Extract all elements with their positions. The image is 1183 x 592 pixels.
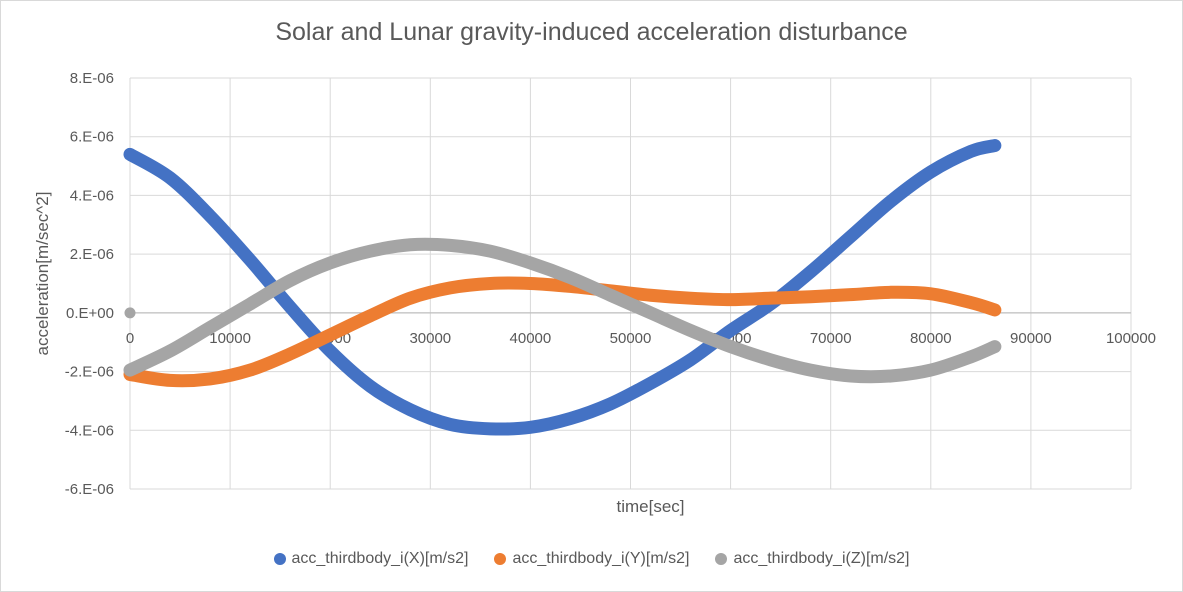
x-tick-label: 10000	[209, 330, 251, 347]
series-line-2	[123, 237, 1002, 384]
x-tick-label: 50000	[610, 330, 652, 347]
y-tick-label: 6.E-06	[70, 129, 114, 146]
x-tick-label: 0	[126, 330, 134, 347]
legend: acc_thirdbody_i(X)[m/s2] acc_thirdbody_i…	[0, 550, 1183, 568]
legend-label-x: acc_thirdbody_i(X)[m/s2]	[291, 550, 469, 567]
y-axis-title: acceleration[m/sec^2]	[33, 192, 52, 356]
legend-item-z: acc_thirdbody_i(Z)[m/s2]	[715, 550, 910, 568]
y-tick-label: -6.E-06	[65, 481, 114, 498]
legend-item-x: acc_thirdbody_i(X)[m/s2]	[273, 550, 469, 568]
legend-marker-x	[273, 553, 286, 565]
chart-title: Solar and Lunar gravity-induced accelera…	[275, 18, 908, 46]
series-line-1	[123, 276, 1002, 388]
x-tick-label: 70000	[810, 330, 852, 347]
y-tick-label: -4.E-06	[65, 422, 114, 439]
y-tick-label: 2.E-06	[70, 246, 114, 263]
x-tick-label: 90000	[1010, 330, 1052, 347]
legend-label-y: acc_thirdbody_i(Y)[m/s2]	[512, 550, 690, 567]
y-tick-label: 8.E-06	[70, 70, 114, 87]
origin-point	[124, 307, 136, 319]
legend-marker-z	[715, 553, 728, 565]
y-tick-label: 0.E+00	[66, 305, 114, 322]
legend-item-y: acc_thirdbody_i(Y)[m/s2]	[494, 550, 689, 568]
x-tick-label: 80000	[910, 330, 952, 347]
y-tick-label: 4.E-06	[70, 187, 114, 204]
x-tick-label: 100000	[1106, 330, 1156, 347]
legend-marker-y	[494, 553, 507, 565]
y-tick-label: -2.E-06	[65, 364, 114, 381]
x-tick-label: 30000	[409, 330, 451, 347]
x-axis-title: time[sec]	[616, 497, 684, 516]
legend-label-z: acc_thirdbody_i(Z)[m/s2]	[733, 550, 910, 567]
x-tick-label: 40000	[510, 330, 552, 347]
